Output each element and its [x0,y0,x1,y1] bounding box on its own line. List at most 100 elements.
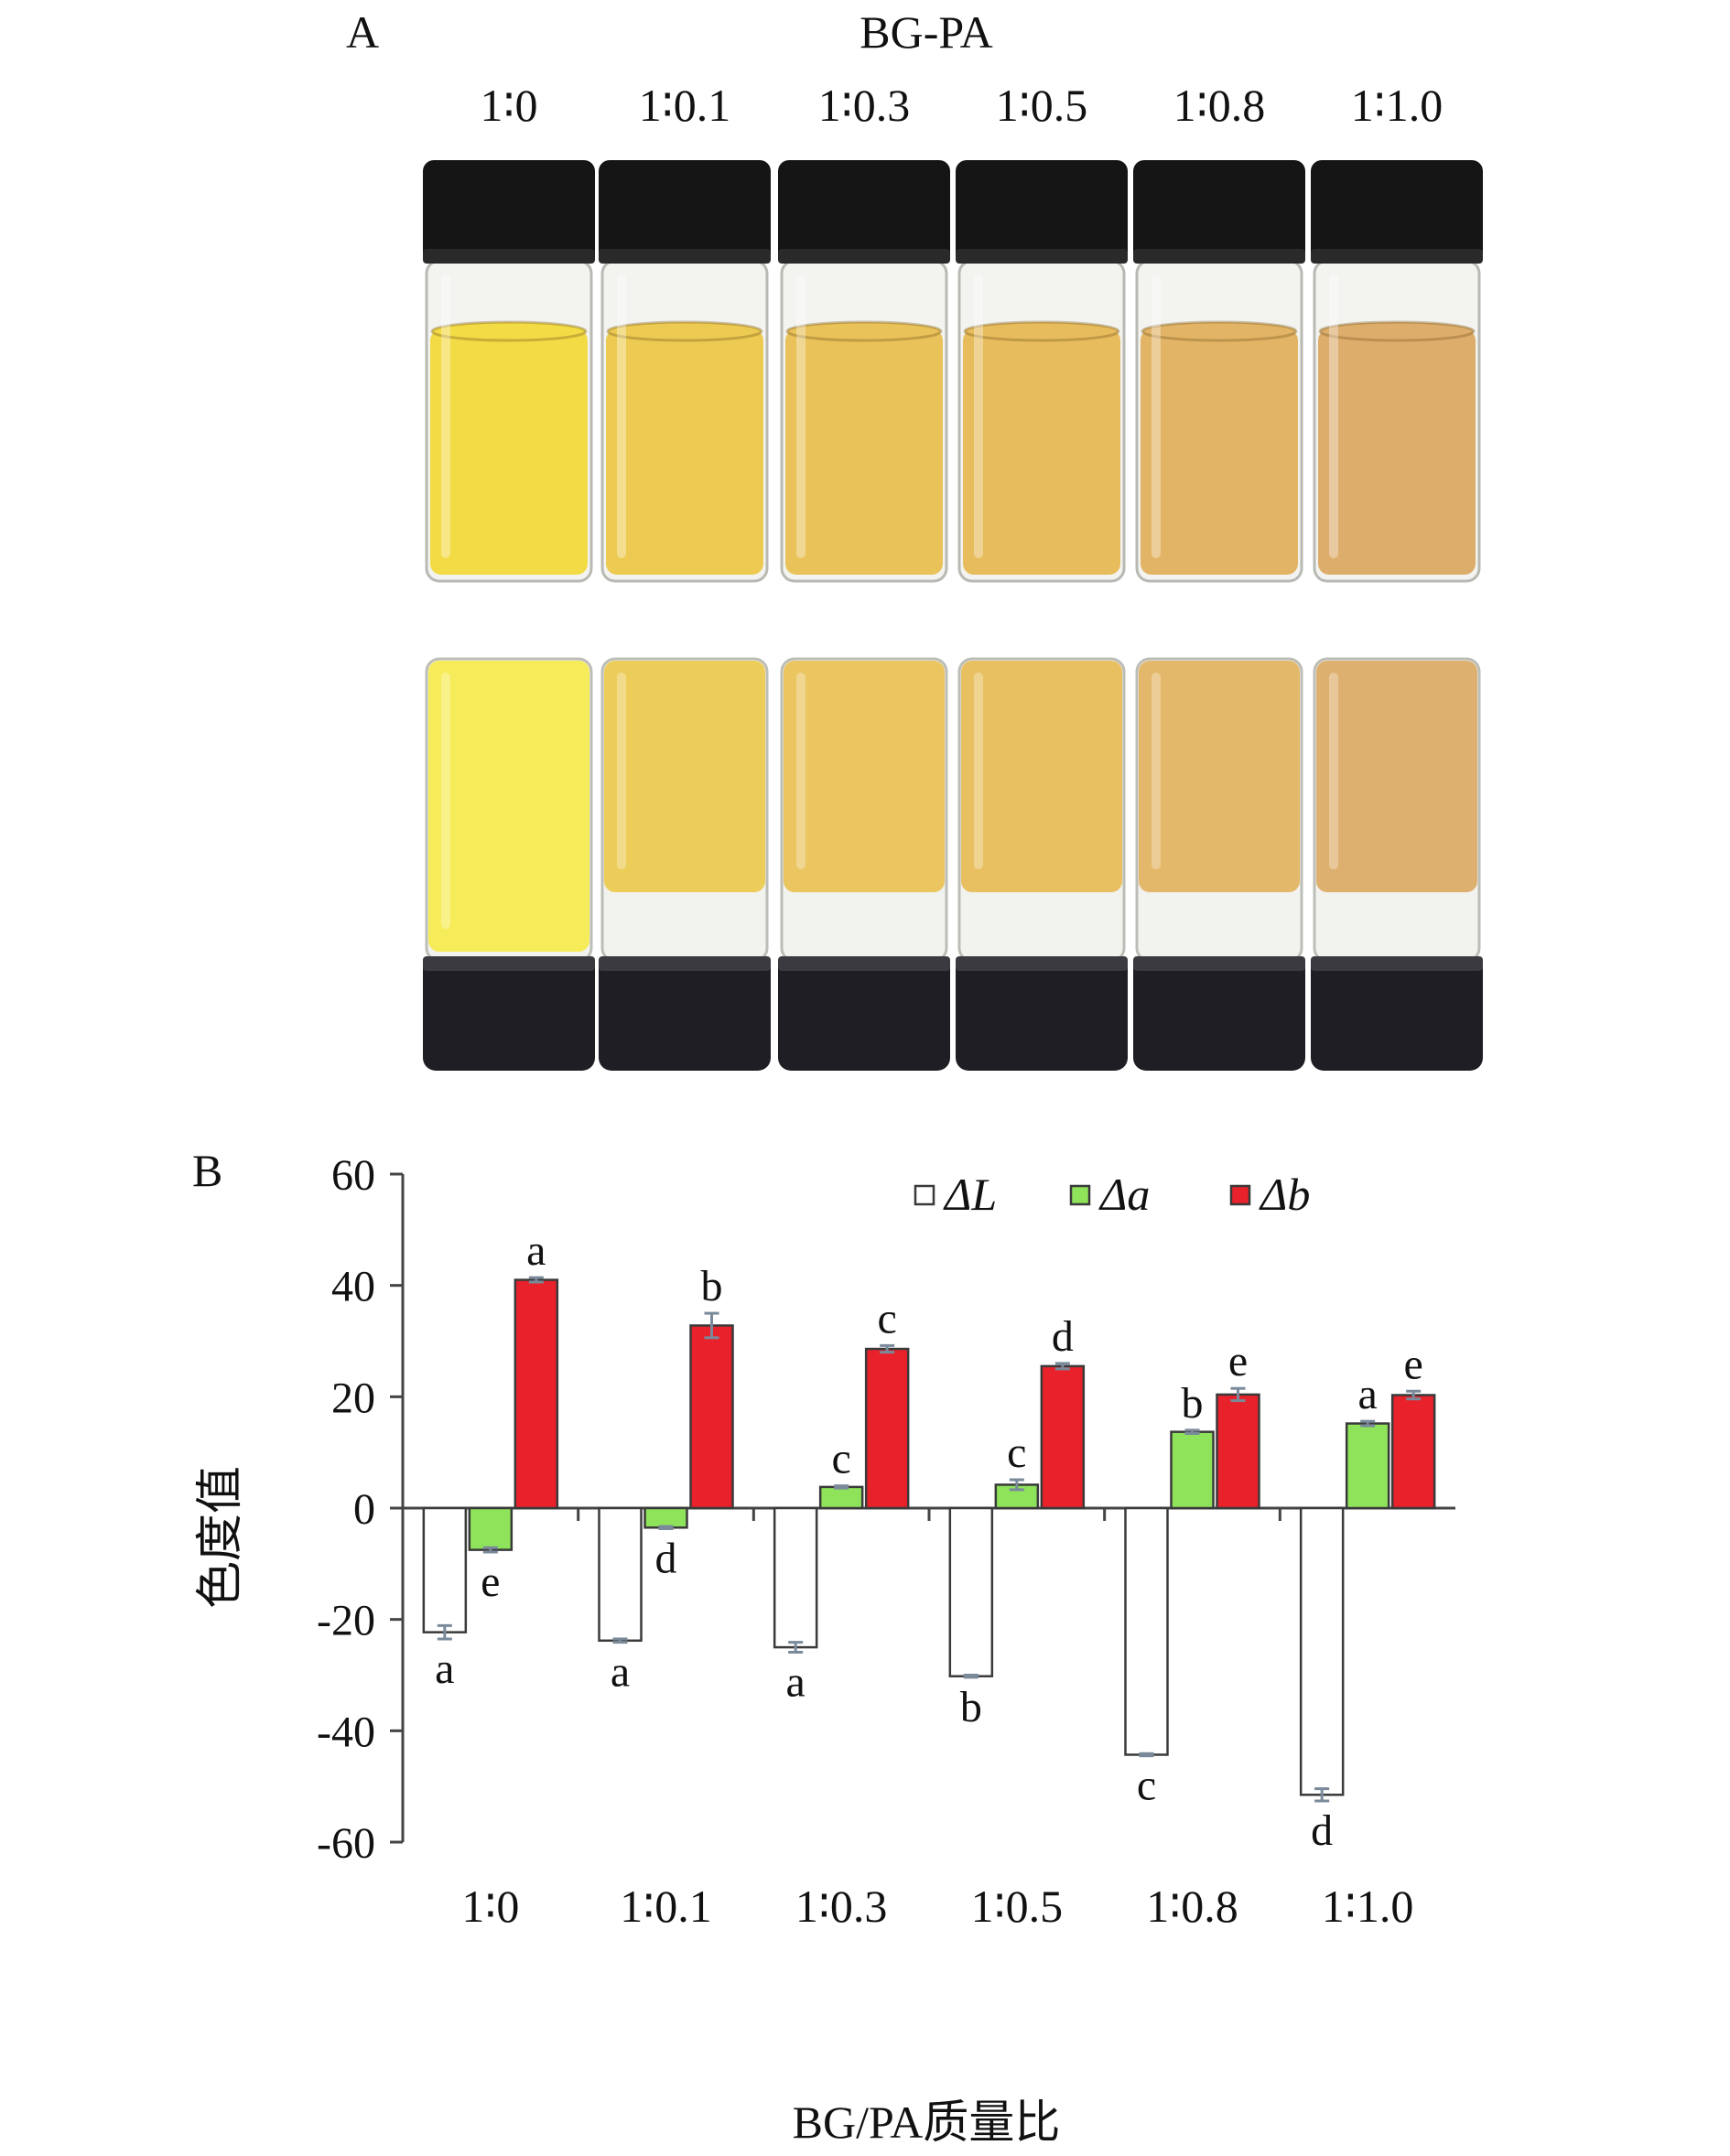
vial-liquid [963,329,1120,575]
vial-cap-rim [423,956,595,971]
significance-letter: e [481,1558,500,1606]
legend-label-delta-l: ΔL [943,1169,997,1220]
bar-delta-b [1216,1393,1260,1510]
vial-liquid [785,329,943,575]
vial-gel [784,661,945,892]
significance-letter: b [701,1262,723,1310]
x-tick-label: 1∶0.8 [1146,1881,1238,1932]
significance-letter: e [1404,1340,1423,1388]
panel-b: B 60 40 20 0 -20 -40 -60 1∶0 1∶0.1 1∶0.3 1∶0.5 1∶0.… [192,1145,1455,2148]
vial-cap [778,956,950,1071]
vial-cap [423,160,595,263]
vial-cap [1133,160,1305,263]
chart-axes: 60 40 20 0 -20 -40 -60 1∶0 1∶0.1 1∶0.3 1∶0.5 1∶0.8 1… [317,1151,1455,1932]
vial-highlight [796,275,806,558]
vial-meniscus [963,320,1120,342]
vial-highlight [974,673,983,869]
x-tick-label: 1∶0.5 [971,1881,1064,1932]
vial-upright [956,160,1128,583]
significance-letter: a [526,1226,546,1275]
significance-letter: a [435,1644,454,1693]
legend-swatch-delta-a [1069,1184,1091,1206]
ratio-label: 1∶0 [480,80,537,131]
ratio-label: 1∶0.8 [1173,80,1266,131]
vial-meniscus [1318,320,1476,342]
vial-upright [599,160,771,583]
vial-meniscus [1141,320,1298,342]
vial-inverted [599,657,771,1071]
ratio-label: 1∶0.3 [818,80,911,131]
bar-delta-b [864,1347,910,1510]
significance-letter: d [1311,1806,1333,1855]
vial-meniscus [430,320,588,342]
vial-highlight [617,275,626,558]
vial-cap [1311,956,1483,1071]
bar-delta-a [468,1506,514,1551]
significance-letter: e [1228,1337,1248,1385]
x-tick-label: 1∶0 [461,1881,519,1932]
vial-cap-rim [599,956,771,971]
vial-liquid [1141,329,1298,575]
legend-swatch-delta-l [914,1184,935,1206]
x-tick-label: 1∶0.1 [620,1881,712,1932]
significance-letter: a [611,1648,630,1697]
vial-cap [599,956,771,1071]
vial-inverted [423,657,595,1071]
bar-delta-a [643,1506,688,1529]
significance-letter: c [832,1435,851,1483]
bar-delta-l [422,1506,468,1633]
vials-inverted [423,657,1483,1071]
vial-inverted [1133,657,1305,1071]
vial-cap-rim [1311,956,1483,971]
vial-liquid [1318,329,1476,575]
legend-swatch-delta-b [1229,1184,1251,1206]
vial-highlight [796,673,806,869]
bar-delta-l [948,1506,994,1677]
vial-cap-rim [423,249,595,264]
vial-cap-rim [778,956,950,971]
vial-liquid [606,329,763,575]
x-axis-label: BG/PA质量比 [793,2097,1061,2148]
legend-label-delta-b: Δb [1259,1169,1310,1220]
vial-cap [599,160,771,263]
y-tick-label: -20 [317,1597,375,1645]
y-tick-label: -40 [317,1708,375,1756]
vial-meniscus [606,320,763,342]
vial-upright [423,160,595,583]
vial-cap-rim [1311,249,1483,264]
significance-letter: c [878,1294,897,1342]
x-tick-label: 1∶0.3 [795,1881,888,1932]
vial-cap [423,956,595,1071]
vial-gel [1316,661,1477,892]
ratio-labels: 1∶0 1∶0.1 1∶0.3 1∶0.5 1∶0.8 1∶1.0 [480,80,1443,131]
vial-upright [778,160,950,583]
vial-cap [956,956,1128,1071]
vial-inverted [1311,657,1483,1071]
bar-delta-a [1345,1422,1390,1510]
vial-liquid [430,329,588,575]
significance-letter: a [786,1658,806,1707]
ratio-label: 1∶0.1 [639,80,731,131]
y-tick-label: 40 [331,1263,375,1311]
vial-gel [961,661,1122,892]
vial-inverted [778,657,950,1071]
significance-letter: c [1137,1762,1156,1810]
vial-upright [1311,160,1483,583]
vial-cap-rim [1133,956,1305,971]
panel-a: A BG-PA 1∶0 1∶0.1 1∶0.3 1∶0.5 1∶0.8 1∶1.0 [346,6,1483,1071]
vial-cap-rim [956,956,1128,971]
y-axis-label: 色度值 [195,1466,247,1609]
bar-delta-a [1170,1430,1215,1510]
vial-highlight [1152,275,1161,558]
vial-highlight [1152,673,1161,869]
vial-highlight [1329,275,1338,558]
panel-a-heading: BG-PA [860,6,992,58]
bar-delta-l [598,1506,643,1643]
x-tick-label: 1∶1.0 [1322,1881,1414,1932]
significance-letter: d [655,1535,677,1583]
vial-cap-rim [599,249,771,264]
vial-gel [428,661,589,952]
y-tick-label: -60 [317,1819,375,1868]
